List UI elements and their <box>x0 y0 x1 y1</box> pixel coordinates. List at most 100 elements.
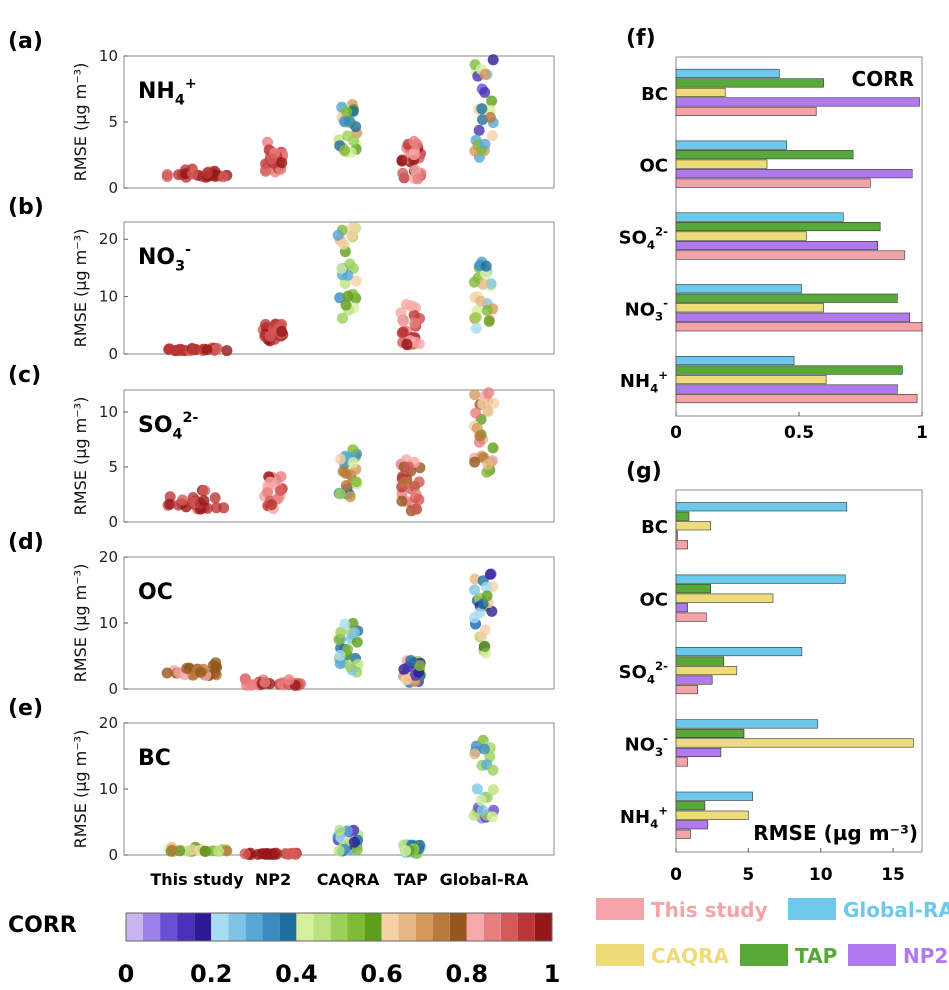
colorbar-swatch <box>245 913 263 941</box>
data-point <box>161 667 173 679</box>
data-point <box>276 157 288 169</box>
data-point <box>482 405 494 417</box>
colorbar-swatch <box>313 913 331 941</box>
bar <box>675 757 688 767</box>
panel-label: (b) <box>8 195 44 220</box>
colorbar-swatch <box>483 913 501 941</box>
bar <box>675 728 745 739</box>
y-tick-label: 10 <box>99 47 118 65</box>
colorbar-swatch <box>364 913 382 941</box>
data-point <box>283 674 295 686</box>
scatter-panel-2: (b) 0 10 20 RMSE (µg m⁻³) NO3- <box>8 195 555 363</box>
colorbar-swatch <box>398 913 416 941</box>
data-point <box>469 748 481 760</box>
bar <box>675 656 725 666</box>
x-tick-label: 15 <box>881 865 905 885</box>
data-point <box>471 783 483 795</box>
bar <box>675 159 768 169</box>
y-tick-label: 0 <box>108 513 118 531</box>
bar <box>675 540 688 550</box>
data-point <box>408 309 420 321</box>
data-point <box>403 461 415 473</box>
bar <box>675 684 699 695</box>
x-tick-label: 0 <box>670 865 682 885</box>
legend-label: This study <box>651 898 768 922</box>
category-label: NO3- <box>625 296 669 324</box>
panel-label: (e) <box>8 696 43 721</box>
data-point <box>400 299 412 310</box>
y-tick-label: 5 <box>108 458 118 476</box>
colorbar-swatch <box>211 913 229 941</box>
bar <box>675 178 871 188</box>
y-tick-label: 10 <box>99 403 118 421</box>
legend-label: CAQRA <box>651 944 730 968</box>
data-point <box>399 476 410 488</box>
data-point <box>344 491 356 503</box>
legend-label: TAP <box>795 944 837 968</box>
panel-title: CORR <box>852 67 914 91</box>
data-point <box>200 845 212 857</box>
colorbar-tick-label: 0.6 <box>360 960 403 988</box>
data-point <box>350 476 362 488</box>
data-point <box>348 627 360 639</box>
data-point <box>334 292 346 304</box>
data-point <box>340 299 352 311</box>
y-tick-label: 0 <box>108 179 118 197</box>
data-point <box>477 278 489 290</box>
data-point <box>486 95 498 107</box>
data-point <box>340 480 352 491</box>
data-point <box>470 312 482 324</box>
bar <box>675 384 898 394</box>
y-tick-label: 10 <box>99 614 118 632</box>
data-point <box>348 135 360 147</box>
data-point <box>221 345 233 357</box>
bar <box>675 521 712 531</box>
data-point <box>334 488 346 500</box>
colorbar-swatch <box>432 913 450 941</box>
panel-title: RMSE (µg m⁻³) <box>753 821 918 845</box>
colorbar-swatch <box>296 913 314 941</box>
y-tick-label: 20 <box>99 230 118 248</box>
data-point <box>221 845 233 857</box>
bar-panel-(f): (f) BC OC SO42- NO3- NH4+ 0 0.5 1 CORR <box>619 26 928 443</box>
x-tick-label: This study <box>150 870 244 889</box>
data-point <box>276 325 288 337</box>
data-point <box>351 636 363 648</box>
data-point <box>488 397 500 409</box>
category-label: BC <box>641 84 668 105</box>
panel-label: (g) <box>626 459 662 484</box>
colorbar-swatch <box>194 913 212 941</box>
bar <box>675 355 795 366</box>
data-point <box>484 568 496 580</box>
bar <box>675 646 803 657</box>
data-point <box>408 135 420 147</box>
data-point <box>470 322 482 334</box>
y-tick-label: 0 <box>108 680 118 698</box>
species-label: SO42- <box>138 410 198 443</box>
data-point <box>218 502 230 514</box>
data-point <box>335 626 347 638</box>
colorbar-swatch <box>466 913 484 941</box>
category-label: NH4+ <box>620 804 668 832</box>
bar <box>675 140 787 150</box>
x-tick-label: 0 <box>670 423 682 443</box>
data-point <box>475 295 487 307</box>
data-point <box>469 456 481 468</box>
data-point <box>259 676 271 688</box>
data-point <box>479 86 491 98</box>
bar <box>675 250 906 260</box>
bar <box>675 738 914 748</box>
y-axis-label: RMSE (µg m⁻³) <box>71 229 90 348</box>
data-point <box>405 655 417 666</box>
data-point <box>201 167 213 179</box>
data-point <box>479 640 491 652</box>
bar <box>675 791 753 801</box>
x-tick-label: TAP <box>394 870 428 889</box>
data-point <box>187 344 199 356</box>
y-tick-label: 5 <box>108 113 118 131</box>
data-point <box>195 666 207 678</box>
data-point <box>268 848 280 860</box>
data-point <box>182 845 193 857</box>
legend-swatch <box>740 944 788 966</box>
y-tick-label: 20 <box>99 714 118 732</box>
